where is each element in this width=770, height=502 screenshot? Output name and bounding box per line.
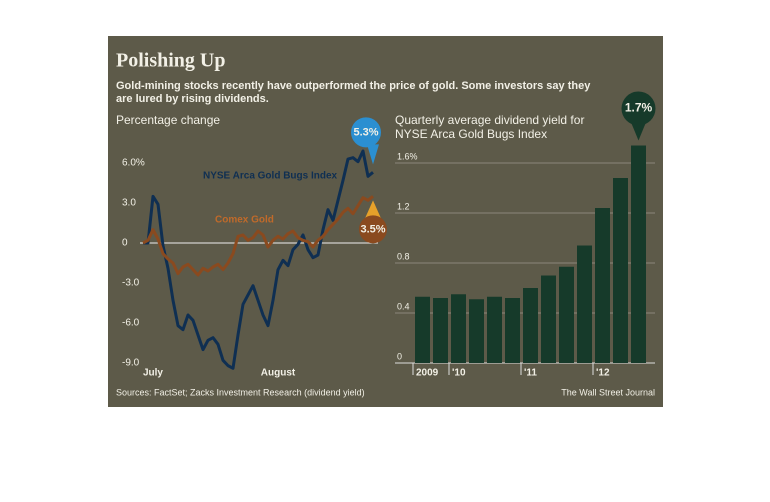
chart-title: NYSE Arca Gold Bugs Index (395, 127, 547, 141)
value-label: 1.7% (625, 101, 653, 115)
y-tick-label: -9.0 (122, 358, 140, 369)
callout (621, 91, 656, 126)
y-tick-label: 3.0 (122, 198, 136, 209)
x-tick-label: August (261, 368, 296, 379)
y-tick-label: -6.0 (122, 318, 140, 329)
bar (451, 294, 466, 363)
y-tick-label: -3.0 (122, 278, 140, 289)
x-tick-label: July (143, 368, 163, 379)
callout (351, 117, 381, 148)
axis-label: Percentage change (116, 113, 220, 127)
bar (415, 296, 430, 363)
subtitle: Gold-mining stocks recently have outperf… (116, 80, 591, 92)
bar (577, 245, 592, 363)
series-label: Comex Gold (215, 215, 274, 226)
bar (595, 208, 610, 363)
y-tick-label: 0.4 (397, 301, 410, 311)
series-line (142, 195, 374, 277)
y-tick-label: 0 (397, 351, 402, 361)
source: Sources: FactSet; Zacks Investment Resea… (116, 387, 365, 397)
title: Polishing Up (116, 50, 225, 72)
callout (359, 215, 387, 244)
bar (487, 296, 502, 363)
end-label: 5.3% (353, 126, 378, 138)
callout-pointer (631, 123, 646, 141)
y-tick-label: 0.8 (397, 251, 410, 261)
chart-title: Quarterly average dividend yield for (395, 113, 584, 127)
credit: The Wall Street Journal (561, 387, 655, 397)
x-tick-label: 2009 (416, 368, 439, 379)
y-tick-label: 1.2 (397, 201, 410, 211)
y-tick-label: 0 (122, 238, 128, 249)
x-tick-label: '11 (524, 368, 537, 379)
x-tick-label: '12 (596, 368, 610, 379)
subtitle: are lured by rising dividends. (116, 93, 269, 105)
bar (523, 288, 538, 363)
bar (541, 275, 556, 363)
bar (559, 266, 574, 363)
callout-pointer (367, 144, 379, 165)
series-line (143, 149, 374, 370)
y-tick-label: 1.6% (397, 151, 418, 161)
bar (469, 299, 484, 363)
bar (433, 298, 448, 363)
y-tick-label: 6.0% (122, 158, 145, 169)
callout-pointer (365, 200, 381, 219)
end-label: 3.5% (360, 223, 385, 235)
x-tick-label: '10 (452, 368, 466, 379)
bar (613, 178, 628, 363)
bar (505, 298, 520, 363)
bar (631, 145, 646, 363)
series-label: NYSE Arca Gold Bugs Index (203, 171, 338, 182)
